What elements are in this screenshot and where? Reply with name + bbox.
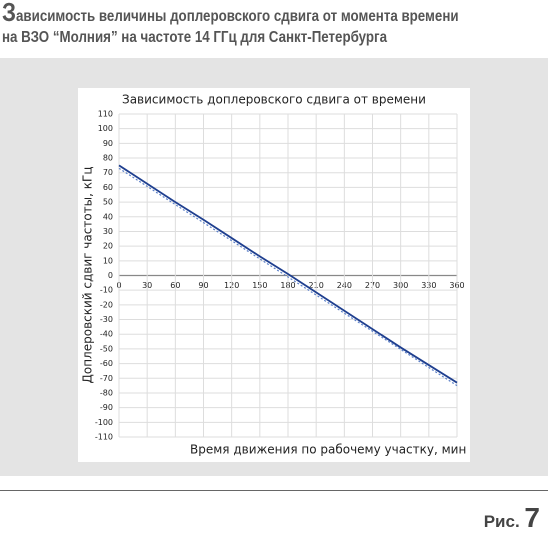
data-line xyxy=(118,164,458,384)
y-tick-label: 10 xyxy=(103,256,113,265)
chart: Зависимость доплеровского сдвига от врем… xyxy=(0,58,548,476)
heading-line: на ВЗО “Молния” на частоте 14 ГГц для Са… xyxy=(2,29,388,46)
y-tick-label: -80 xyxy=(100,388,113,397)
y-tick-label: 30 xyxy=(103,227,113,236)
rule xyxy=(0,490,548,491)
chart-title: Зависимость доплеровского сдвига от врем… xyxy=(122,93,426,107)
y-tick-label: 90 xyxy=(103,139,113,148)
y-tick-label: 80 xyxy=(103,154,113,163)
y-tick-label: 100 xyxy=(98,124,113,133)
y-tick-label: -100 xyxy=(95,418,113,427)
y-tick-label: -50 xyxy=(100,344,113,353)
y-tick-label: -90 xyxy=(100,403,113,412)
y-tick-label: -70 xyxy=(100,374,113,383)
y-tick-label: -10 xyxy=(100,286,113,295)
data-line xyxy=(118,167,458,387)
y-tick-label: 0 xyxy=(108,271,113,280)
y-tick-label: 40 xyxy=(103,212,113,221)
y-tick-label: 70 xyxy=(103,168,113,177)
y-tick-label: -110 xyxy=(95,433,113,442)
x-axis-label: Время движения по рабочему участку, мин xyxy=(190,443,466,457)
heading-line: Зависимость величины доплеровского сдвиг… xyxy=(2,0,459,27)
y-tick-label: -20 xyxy=(100,300,113,309)
y-tick-label: 110 xyxy=(98,110,113,119)
y-tick-label: -60 xyxy=(100,359,113,368)
figure-label: Рис. 7 xyxy=(483,502,540,533)
y-tick-label: 60 xyxy=(103,183,113,192)
y-tick-label: 50 xyxy=(103,198,113,207)
y-axis-label: Доплеровский сдвиг частоты, кГц xyxy=(81,167,95,384)
y-tick-label: -30 xyxy=(100,315,113,324)
y-tick-label: -40 xyxy=(100,330,113,339)
y-tick-label: 20 xyxy=(103,242,113,251)
heading: Зависимость величины доплеровского сдвиг… xyxy=(2,0,459,46)
